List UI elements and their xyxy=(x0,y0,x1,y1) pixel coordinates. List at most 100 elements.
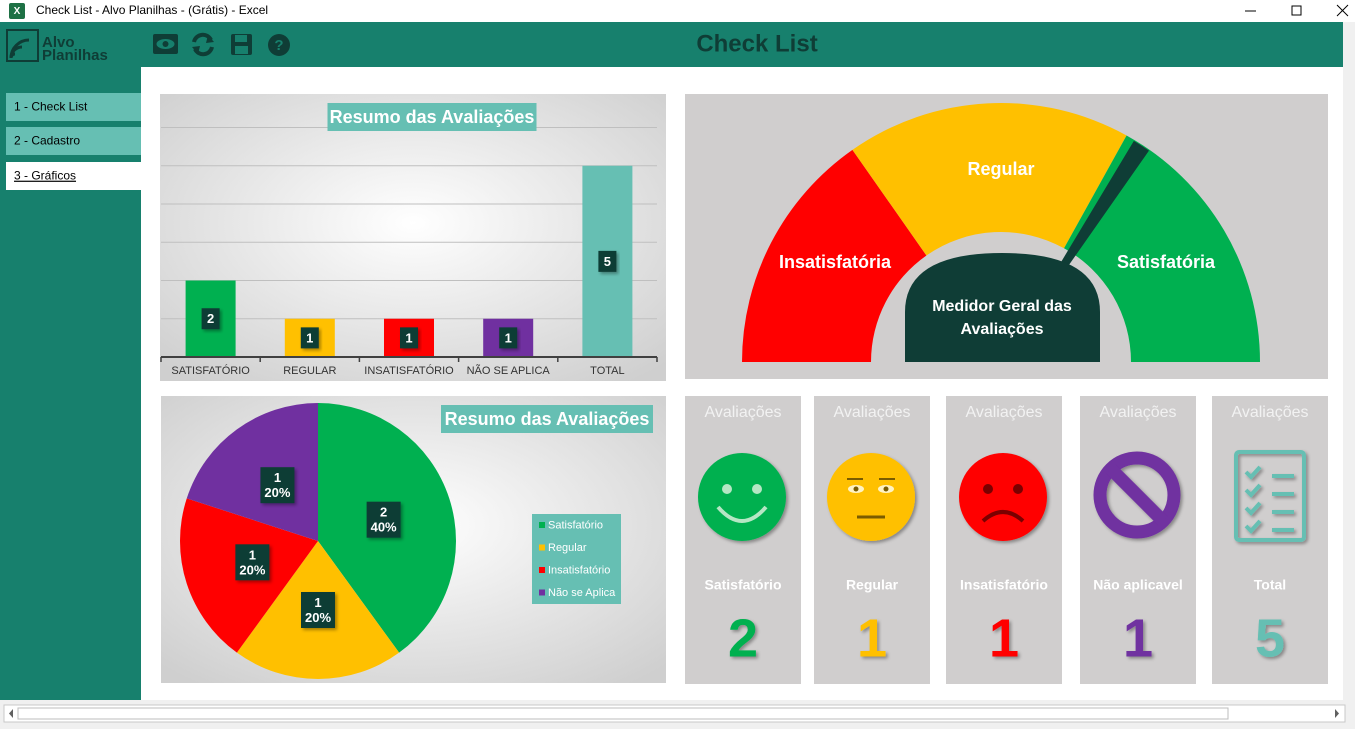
x-tick-label: REGULAR xyxy=(283,365,336,377)
legend xyxy=(532,514,621,604)
sad-icon xyxy=(959,453,1047,541)
data-label-box xyxy=(300,327,319,349)
card-label: Insatisfatório xyxy=(960,577,1048,593)
data-label: 20% xyxy=(264,485,290,500)
gauge-segment xyxy=(742,149,927,362)
card-header: Avaliações xyxy=(1099,404,1176,421)
gauge-label: Satisfatória xyxy=(1117,252,1216,272)
excel-icon xyxy=(9,3,25,19)
data-label-box xyxy=(235,544,270,581)
x-tick-label: INSATISFATÓRIO xyxy=(364,364,454,377)
legend-swatch xyxy=(539,522,545,528)
data-label-box xyxy=(400,327,418,349)
chart-title: Resumo das Avaliações xyxy=(445,409,650,429)
svg-text:?: ? xyxy=(274,37,283,54)
gauge-center xyxy=(905,253,1100,362)
data-label: 20% xyxy=(239,562,265,577)
restore-button[interactable] xyxy=(1291,5,1302,16)
checklist-icon xyxy=(1234,450,1306,542)
gauge: Insatisfatória Regular Satisfatória Medidor… xyxy=(742,103,1260,362)
vertical-scrollbar[interactable] xyxy=(1343,22,1355,700)
x-tick-label: SATISFATÓRIO xyxy=(171,364,250,377)
card-header: Avaliações xyxy=(1231,404,1308,421)
legend-label: Não se Aplica xyxy=(548,587,616,599)
bar-chart: Resumo das Avaliações 2 SATISFATÓRIO 1 REGUL… xyxy=(160,103,658,377)
gauge-title: Avaliações xyxy=(960,321,1043,338)
legend-label: Satisfatório xyxy=(548,519,603,531)
data-label: 20% xyxy=(305,610,331,625)
happy-icon xyxy=(698,453,786,541)
gauge-title: Medidor Geral das xyxy=(932,298,1072,315)
card xyxy=(1080,396,1196,684)
card-header: Avaliações xyxy=(833,404,910,421)
card-value: 2 xyxy=(728,608,758,668)
card-label: Não aplicavel xyxy=(1093,577,1183,593)
data-label: 1 xyxy=(505,330,512,345)
data-label-box xyxy=(598,250,617,272)
gauge-segment xyxy=(852,103,1127,256)
card-label: Satisfatório xyxy=(704,577,781,593)
page-title: Check List xyxy=(696,30,817,57)
card-label: Total xyxy=(1254,577,1286,593)
chart-title: Resumo das Avaliações xyxy=(330,107,535,127)
gauge-needle xyxy=(1057,140,1149,272)
data-label-box xyxy=(201,308,220,330)
nav-item[interactable] xyxy=(6,93,141,121)
scroll-left[interactable] xyxy=(9,709,13,718)
neutral-icon xyxy=(827,453,915,541)
card-value: 1 xyxy=(857,608,887,668)
logo-text: Alvo xyxy=(42,34,75,51)
data-label: 1 xyxy=(314,595,321,610)
logo-icon xyxy=(6,29,39,62)
data-label: 40% xyxy=(371,520,397,535)
sidebar xyxy=(0,67,141,700)
nav-label[interactable]: 3 - Gráficos xyxy=(14,169,76,183)
nav-item[interactable] xyxy=(6,127,141,155)
nav-label[interactable]: 1 - Check List xyxy=(14,100,88,114)
chart-title-box xyxy=(441,405,653,433)
data-label: 1 xyxy=(405,330,412,345)
data-label-box xyxy=(301,592,335,628)
not-applicable-icon xyxy=(1093,451,1181,539)
card-header: Avaliações xyxy=(965,404,1042,421)
data-label-box xyxy=(499,327,518,349)
card-label: Regular xyxy=(846,577,899,593)
legend-label: Regular xyxy=(548,542,587,554)
sidebar-nav: 1 - Check List 2 - Cadastro 3 - Gráficos xyxy=(6,93,141,190)
card-value: 1 xyxy=(1123,608,1153,668)
refresh-button[interactable] xyxy=(192,32,214,57)
data-label-box xyxy=(260,467,295,504)
x-tick-label: TOTAL xyxy=(590,365,624,377)
pie-slice xyxy=(186,403,318,541)
scroll-right[interactable] xyxy=(1335,709,1339,718)
help-button[interactable]: ? xyxy=(268,34,290,56)
data-label: 2 xyxy=(207,311,214,326)
scroll-thumb[interactable] xyxy=(17,707,1229,720)
card-value: 1 xyxy=(989,608,1019,668)
card-header: Avaliações xyxy=(704,404,781,421)
title-bar xyxy=(0,0,1355,22)
data-label: 5 xyxy=(604,254,611,269)
gauge-label: Regular xyxy=(967,159,1034,179)
legend-swatch xyxy=(539,544,545,551)
save-button[interactable] xyxy=(231,34,252,55)
gauge-label: Insatisfatória xyxy=(779,252,892,272)
legend-label: Insatisfatório xyxy=(548,564,610,576)
card-value: 5 xyxy=(1255,608,1285,668)
nav-item[interactable] xyxy=(6,162,141,190)
close-button[interactable] xyxy=(1336,4,1349,17)
x-tick-label: NÃO SE APLICA xyxy=(467,364,551,377)
legend-swatch xyxy=(539,589,545,596)
data-label: 1 xyxy=(249,547,256,562)
window-title: Check List - Alvo Planilhas - (Grátis) -… xyxy=(36,3,268,17)
data-label: 1 xyxy=(306,330,313,345)
view-button[interactable] xyxy=(153,34,178,54)
legend-swatch xyxy=(539,567,545,573)
data-label: 1 xyxy=(274,470,281,485)
nav-label[interactable]: 2 - Cadastro xyxy=(14,134,80,148)
data-label: 2 xyxy=(380,505,387,520)
header-band xyxy=(0,22,1343,67)
excel-icon-letter: X xyxy=(14,6,21,17)
pie-chart: 240%120%120%120%Resumo das AvaliaçõesSat… xyxy=(179,403,653,679)
